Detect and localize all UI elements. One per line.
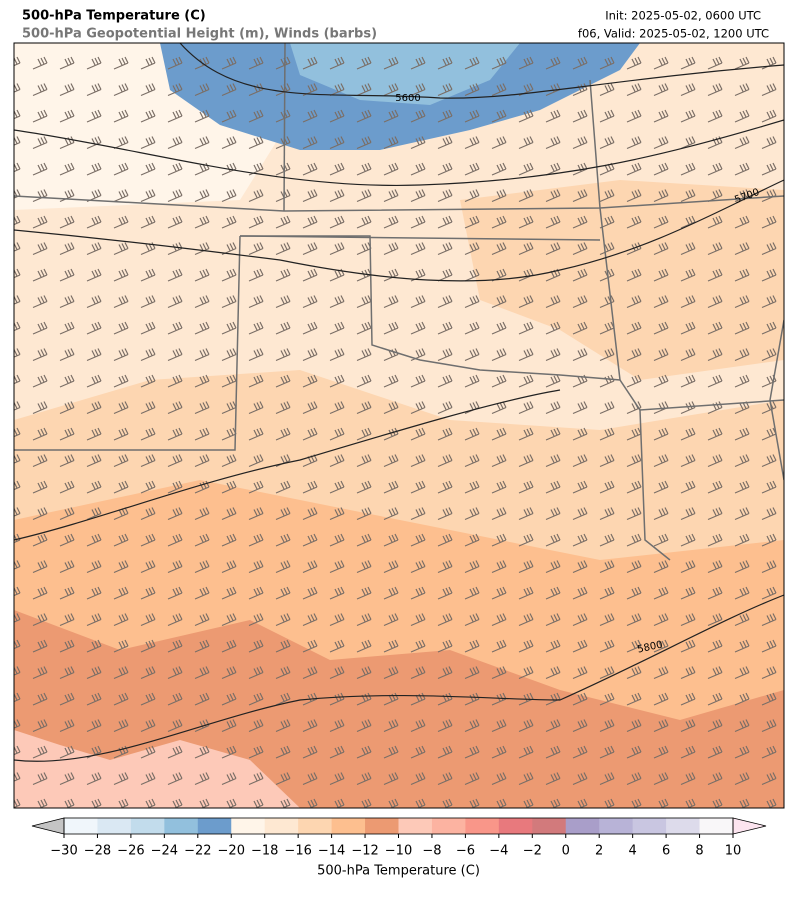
colorbar-tick-label: −8 xyxy=(422,844,441,859)
wind-barbs xyxy=(14,43,784,808)
colorbar-bin xyxy=(164,818,199,834)
colorbar-tick-label: 6 xyxy=(662,844,670,859)
colorbar-tick-label: 10 xyxy=(725,844,742,859)
colorbar-tick-label: 8 xyxy=(695,844,703,859)
colorbar-under xyxy=(31,817,65,835)
contour-label: 5600 xyxy=(395,93,420,104)
map-frame xyxy=(13,42,785,809)
colorbar-bin xyxy=(699,818,734,834)
colorbar-bin xyxy=(331,818,366,834)
init-time: Init: 2025-05-02, 0600 UTC xyxy=(605,9,761,23)
valid-time: f06, Valid: 2025-05-02, 1200 UTC xyxy=(578,27,769,41)
state-borders xyxy=(14,43,784,561)
colorbar-bin xyxy=(130,818,165,834)
colorbar-tick-label: −24 xyxy=(151,844,178,859)
colorbar-tick-label: −22 xyxy=(184,844,211,859)
colorbar-tick-label: −20 xyxy=(218,844,245,859)
colorbar-tick-label: −4 xyxy=(489,844,508,859)
contour-label: 5800 xyxy=(637,639,664,655)
colorbar-tick-label: −10 xyxy=(385,844,412,859)
colorbar-tick-label: 4 xyxy=(629,844,637,859)
colorbar-bin xyxy=(431,818,466,834)
colorbar-bin xyxy=(632,818,667,834)
colorbar-bin xyxy=(666,818,701,834)
colorbar-bin xyxy=(264,818,299,834)
title: 500-hPa Temperature (C) xyxy=(22,9,206,24)
colorbar-bin xyxy=(532,818,567,834)
colorbar-bin xyxy=(465,818,500,834)
colorbar-bin xyxy=(64,818,98,834)
colorbar-bin xyxy=(197,818,232,834)
colorbar-bin xyxy=(365,818,399,834)
colorbar-bin xyxy=(231,818,266,834)
colorbar-tick-label: −26 xyxy=(117,844,144,859)
colorbar-tick-label: −2 xyxy=(523,844,542,859)
subtitle: 500-hPa Geopotential Height (m), Winds (… xyxy=(22,27,377,42)
colorbar-bin xyxy=(599,818,634,834)
colorbar-label: 500-hPa Temperature (C) xyxy=(317,864,480,879)
colorbar-tick-label: −6 xyxy=(456,844,475,859)
height-contours xyxy=(14,43,784,762)
colorbar-tick-label: −18 xyxy=(251,844,278,859)
colorbar-tick-label: −16 xyxy=(284,844,311,859)
colorbar-tick-label: −28 xyxy=(84,844,111,859)
colorbar-tick-label: −30 xyxy=(50,844,77,859)
map xyxy=(14,43,784,808)
colorbar-tick-label: −14 xyxy=(318,844,345,859)
colorbar-bin xyxy=(298,818,333,834)
colorbar-bin xyxy=(498,818,533,834)
colorbar-bin xyxy=(398,818,433,834)
colorbar-bin xyxy=(565,818,600,834)
colorbar-tick-label: 2 xyxy=(595,844,603,859)
colorbar-over xyxy=(732,817,767,835)
colorbar-tick-label: 0 xyxy=(562,844,570,859)
colorbar-bin xyxy=(97,818,132,834)
colorbar-tick-label: −12 xyxy=(351,844,378,859)
